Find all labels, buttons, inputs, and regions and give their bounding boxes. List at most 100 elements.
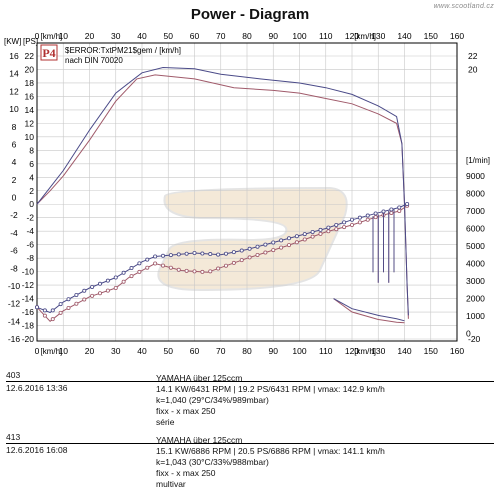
kw-tick-label: 8 [12, 122, 17, 132]
loss-line-413 [333, 298, 405, 322]
record-correction: k=1,043 (30°C/33%/988mbar) [156, 457, 269, 467]
rpm-point-413 [357, 215, 362, 220]
record-setup: fixx - x max 250 [156, 468, 216, 478]
rpm-point-403 [98, 291, 103, 296]
rpm-point-413 [255, 244, 260, 249]
x-tick-label-bottom: 40 [137, 346, 147, 356]
chart-axes: 0010102020303040405050606070708080909010… [4, 31, 490, 356]
rpm-point-403 [216, 266, 221, 271]
rpm-point-403 [90, 293, 95, 298]
rpm-tick-label: 5000 [466, 241, 485, 251]
x-tick-label-top: 90 [269, 31, 279, 41]
plot-frame [36, 42, 458, 342]
rpm-point-413 [263, 242, 268, 247]
kw-tick-label: -8 [10, 263, 18, 273]
rpm-point-413 [271, 240, 276, 245]
x-tick-label-top: 160 [450, 31, 464, 41]
rpm-point-403 [294, 240, 299, 245]
kw-tick-label: -2 [10, 210, 18, 220]
rpm-point-403 [326, 229, 331, 234]
rpm-point-403 [153, 261, 158, 266]
rpm-point-413 [98, 281, 103, 286]
rpm-point-403 [129, 274, 134, 279]
x-unit-top: [km/h] [41, 32, 63, 41]
rpm-point-413 [200, 251, 205, 256]
kw-tick-label: 2 [12, 175, 17, 185]
ps-tick-label: 2 [29, 186, 34, 196]
rpm-point-403 [58, 310, 63, 315]
x-unit-bottom-right: [km/h] [354, 347, 376, 356]
rpm-point-403 [263, 250, 268, 255]
watermark: www.scootland.cz [433, 3, 494, 10]
rpm-point-403 [66, 305, 71, 310]
record-model: YAMAHA über 125ccm [156, 435, 243, 445]
rpm-point-413 [129, 266, 134, 271]
ps-tick-label: 4 [29, 172, 34, 182]
kw-tick-label: -6 [10, 246, 18, 256]
x-tick-label-bottom: 120 [345, 346, 359, 356]
rpm-point-403 [231, 260, 236, 265]
rpm-point-403 [318, 231, 323, 236]
kw-tick-label: -14 [8, 316, 21, 326]
record-correction: k=1,040 (29°C/34%/989mbar) [156, 395, 269, 405]
rpm-point-403 [286, 243, 291, 248]
rpm-point-413 [66, 297, 71, 302]
x-tick-label-top: 140 [397, 31, 411, 41]
rpm-point-413 [294, 234, 299, 239]
rpm-point-403 [160, 263, 165, 268]
rpm-point-413 [302, 232, 307, 237]
x-unit-top-right: [km/h] [354, 32, 376, 41]
chart-series [35, 66, 410, 324]
x-tick-label-bottom: 140 [397, 346, 411, 356]
x-tick-label-top: 130 [371, 31, 385, 41]
x-tick-label-top: 60 [190, 31, 200, 41]
rpm-point-413 [168, 253, 173, 258]
rpm-point-413 [184, 251, 189, 256]
rpm-point-403 [82, 297, 87, 302]
rpm-point-403 [239, 258, 244, 263]
kw-tick-label: -10 [8, 281, 21, 291]
rpm-point-403 [223, 263, 228, 268]
ps-tick-label: 16 [25, 91, 35, 101]
rpm-point-413 [326, 225, 331, 230]
ps-tick-label: -12 [22, 280, 35, 290]
record-date: 12.6.2016 13:36 [6, 383, 68, 393]
rpm-point-413 [208, 252, 213, 257]
x-tick-label-bottom: 80 [242, 346, 252, 356]
rpm-point-413 [90, 284, 95, 289]
rpm-point-413 [389, 207, 394, 212]
rpm-point-413 [216, 252, 221, 257]
rpm-point-403 [255, 252, 260, 257]
rpm-point-403 [279, 245, 284, 250]
rpm-point-413 [342, 220, 347, 225]
rpm-point-403 [247, 255, 252, 260]
ps-tick-label: -14 [22, 294, 35, 304]
x-tick-label-bottom: 160 [450, 346, 464, 356]
rpm-point-403 [357, 220, 362, 225]
rpm-point-413 [318, 227, 323, 232]
kw-tick-label: -4 [10, 228, 18, 238]
x-tick-label-bottom: 60 [190, 346, 200, 356]
record-model: YAMAHA über 125ccm [156, 373, 243, 383]
rpm-point-403 [50, 317, 55, 322]
record-divider [6, 381, 494, 382]
rpm-point-413 [50, 308, 55, 313]
ps-tick-label: -16 [22, 307, 35, 317]
power-line-413 [36, 66, 409, 316]
rpm-point-403 [145, 265, 150, 270]
x-tick-label-top: 150 [424, 31, 438, 41]
rpm-tick-label: 0 [466, 329, 471, 339]
ps-tick-label: -18 [22, 321, 35, 331]
ps-tick-label: 14 [25, 105, 35, 115]
x-tick-label-bottom: 50 [164, 346, 174, 356]
rpm-point-413 [121, 270, 126, 275]
ps-tick-label: 20 [25, 64, 35, 74]
x-tick-label-top: 70 [216, 31, 226, 41]
x-tick-label-bottom: 10 [59, 346, 69, 356]
x-tick-label-bottom: 150 [424, 346, 438, 356]
rpm-point-413 [113, 275, 118, 280]
rpm-tick-label: 3000 [466, 276, 485, 286]
right-ps-tick: 22 [468, 51, 478, 61]
kw-tick-label: 6 [12, 139, 17, 149]
record-note: multivar [156, 479, 186, 489]
